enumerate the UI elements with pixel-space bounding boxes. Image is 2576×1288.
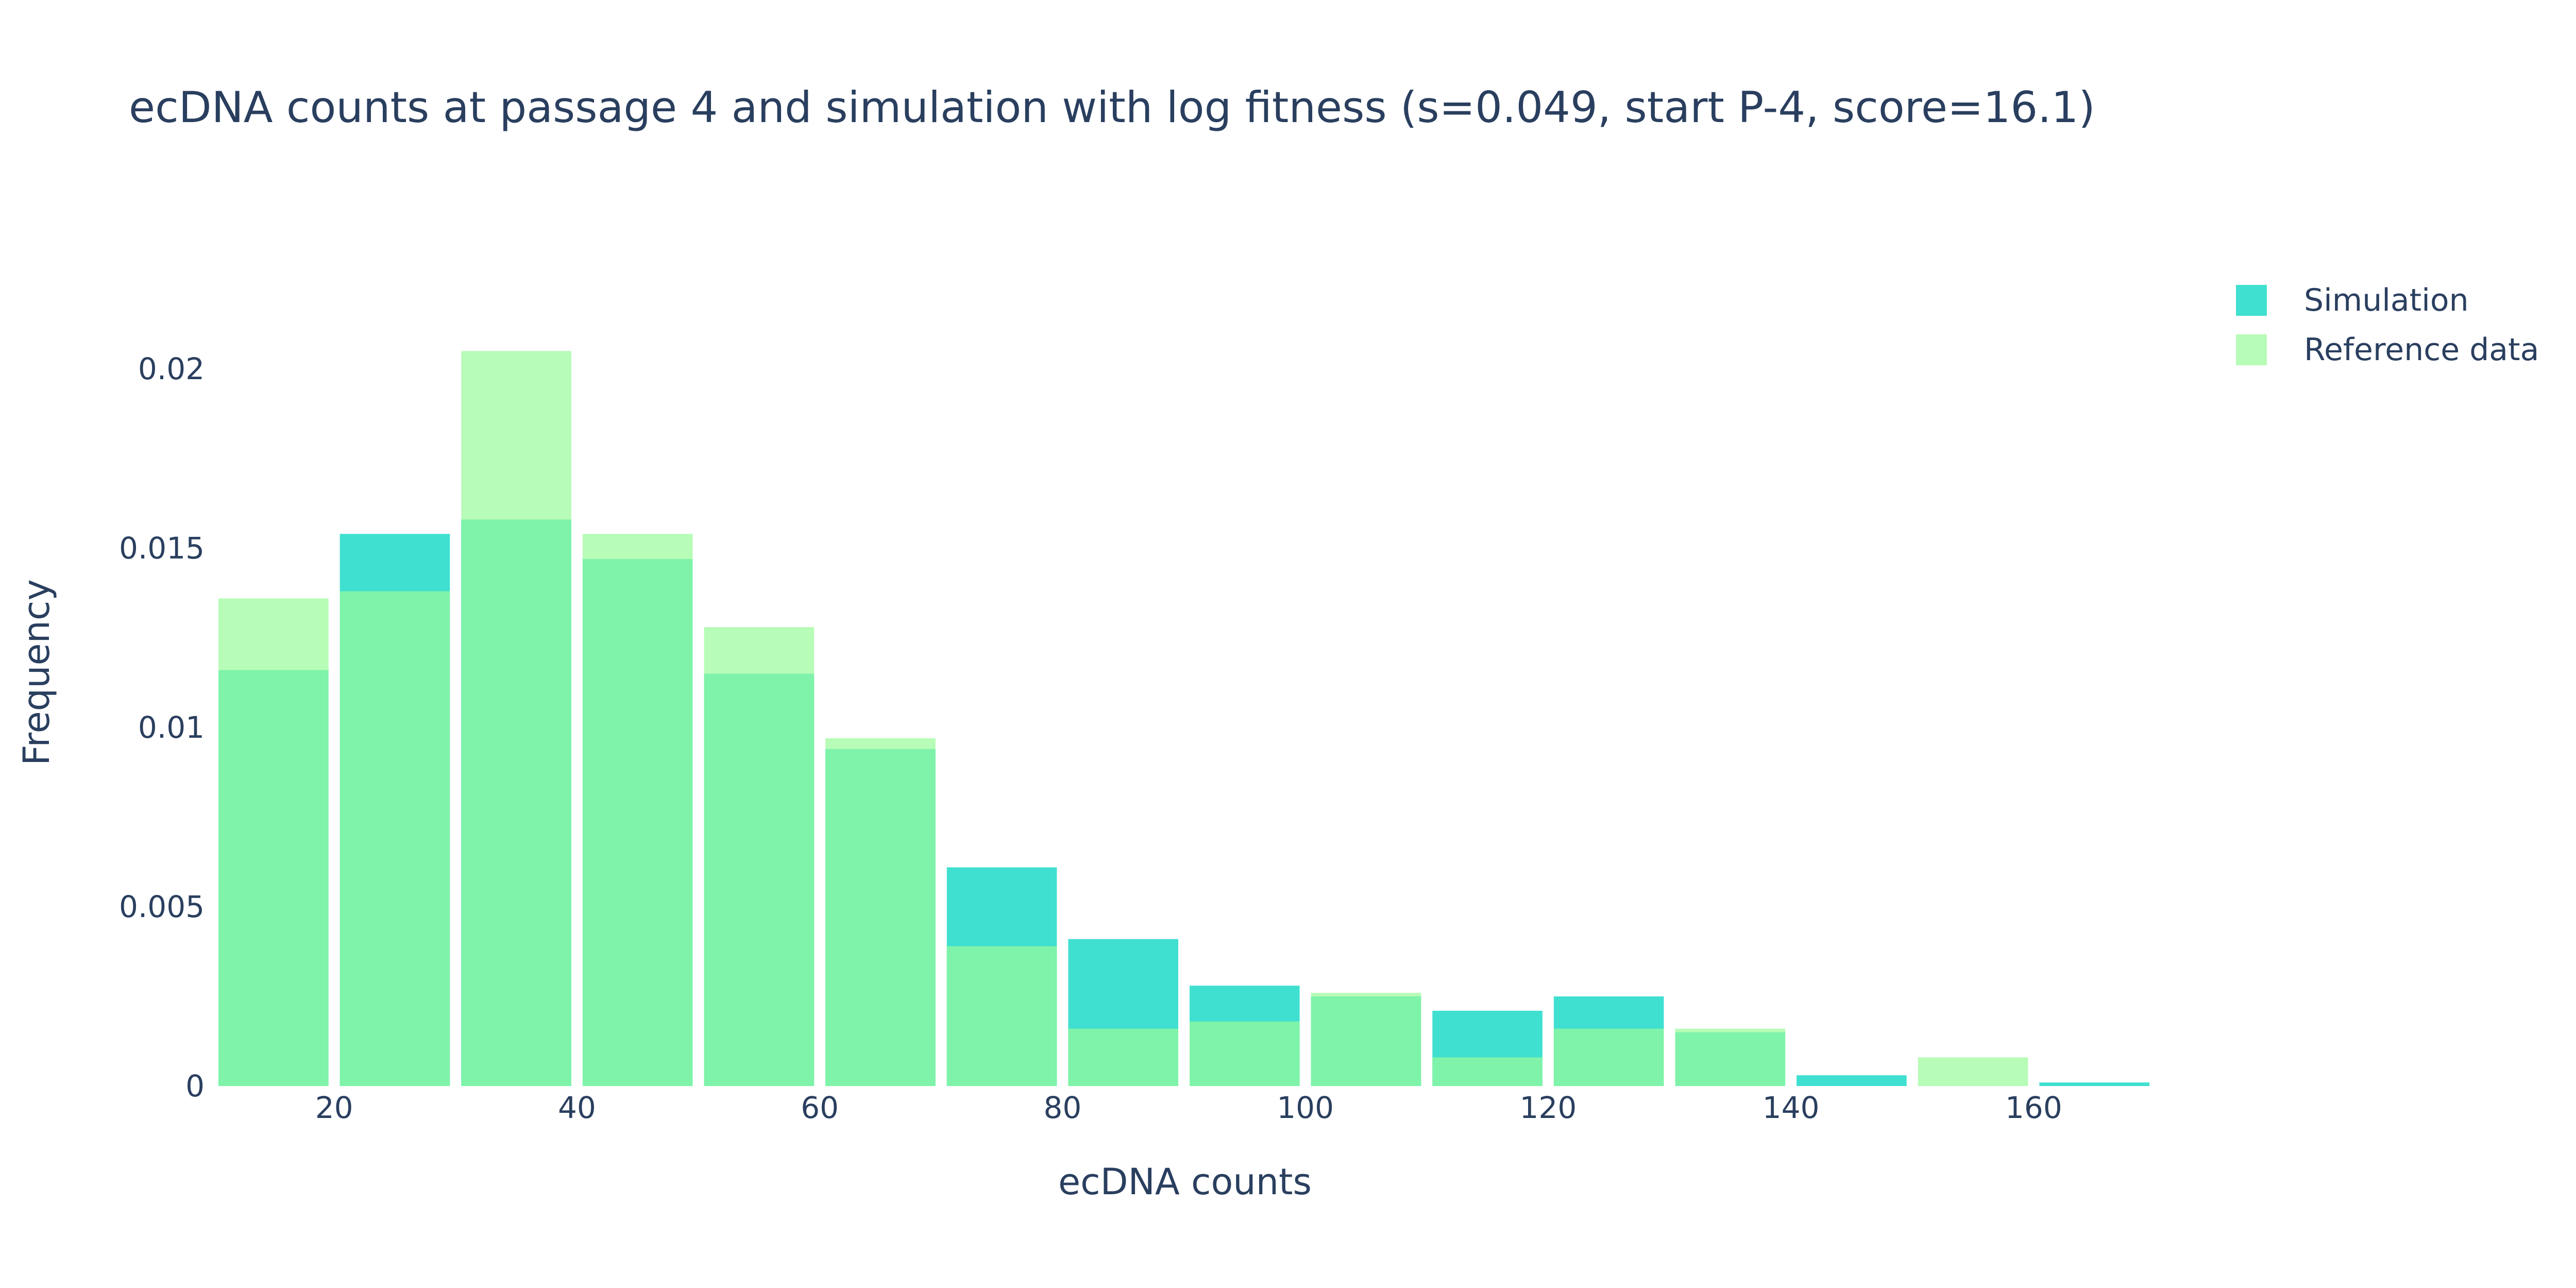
x-tick-label: 160 [2005,1090,2062,1125]
y-axis-title: Frequency [15,579,58,766]
legend-item-reference-data[interactable]: Reference data [2236,325,2539,375]
bar-reference-data-150[interactable] [1918,1057,2028,1086]
y-tick-label: 0.015 [119,531,205,566]
bar-reference-data-130[interactable] [1675,1028,1786,1086]
bar-simulation-160[interactable] [2039,1082,2149,1086]
bar-reference-data-20[interactable] [340,591,450,1086]
bars-layer [218,351,2149,1087]
x-axis-ticks: 20 40 60 80 100 120 140 160 [315,1090,2062,1125]
bar-reference-data-70[interactable] [946,946,1057,1086]
y-tick-label: 0 [185,1069,205,1104]
legend-swatch-reference-data [2236,334,2267,365]
y-tick-label: 0.005 [119,889,205,924]
bar-reference-data-120[interactable] [1553,1028,1664,1086]
bar-reference-data-60[interactable] [825,738,936,1086]
y-tick-label: 0.01 [138,710,205,745]
x-tick-label: 120 [1520,1090,1577,1125]
bar-reference-data-110[interactable] [1432,1057,1543,1086]
bar-reference-data-40[interactable] [582,534,693,1086]
legend-item-simulation[interactable]: Simulation [2236,276,2539,325]
x-tick-label: 60 [801,1090,839,1125]
x-tick-label: 40 [558,1090,596,1125]
bar-reference-data-50[interactable] [704,627,815,1086]
y-axis-ticks: 0 0.005 0.01 0.015 0.02 [119,351,205,1104]
bar-simulation-140[interactable] [1797,1075,1907,1086]
legend-label-reference-data: Reference data [2304,332,2539,368]
bar-reference-data-90[interactable] [1190,1021,1300,1086]
legend-label-simulation: Simulation [2304,282,2469,318]
legend: Simulation Reference data [2236,276,2539,375]
bar-reference-data-30[interactable] [461,351,571,1086]
bar-reference-data-10[interactable] [218,598,329,1086]
y-tick-label: 0.02 [138,351,205,386]
chart-title: ecDNA counts at passage 4 and simulation… [129,82,2095,132]
x-tick-label: 20 [315,1090,353,1125]
legend-swatch-simulation [2236,285,2267,316]
x-axis-title: ecDNA counts [1058,1161,1312,1203]
x-tick-label: 80 [1043,1090,1081,1125]
bar-reference-data-80[interactable] [1068,1028,1178,1086]
x-tick-label: 140 [1762,1090,1820,1125]
x-tick-label: 100 [1277,1090,1334,1125]
bar-reference-data-100[interactable] [1311,993,1421,1086]
